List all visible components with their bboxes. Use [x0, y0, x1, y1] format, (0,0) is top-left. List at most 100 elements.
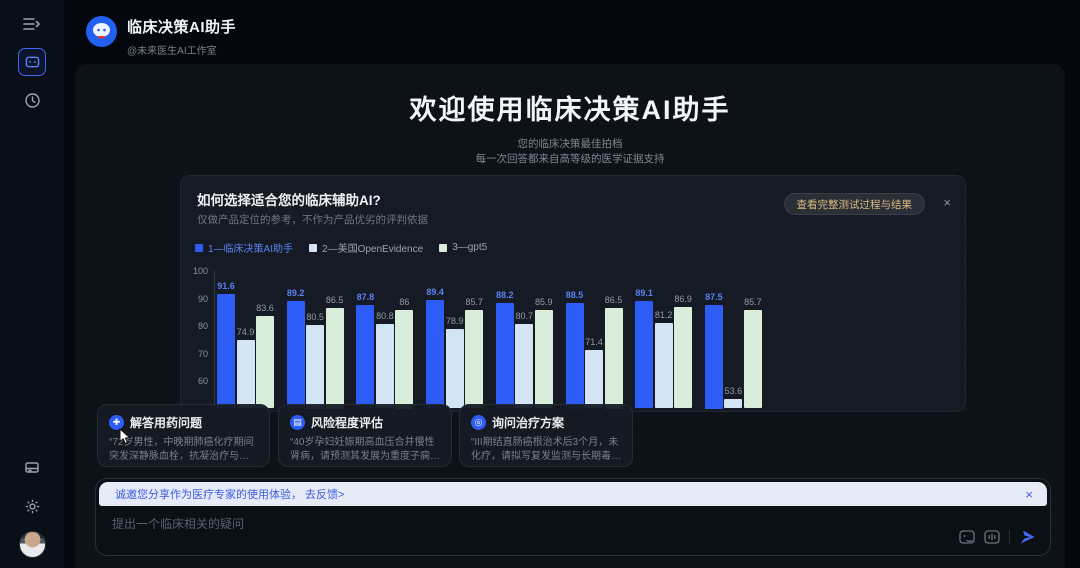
printer-icon[interactable]	[18, 453, 46, 481]
bar-value-label: 88.5	[565, 289, 584, 300]
suggestion-card-title: 风险程度评估	[311, 416, 384, 430]
view-full-results-button[interactable]: 查看完整测试过程与结果	[783, 193, 925, 215]
chart-legend: 1—临床决策AI助手 2—美国OpenEvidence 3—gpt5	[195, 240, 487, 255]
bar	[515, 324, 534, 409]
legend-item[interactable]: 3—gpt5	[439, 242, 487, 253]
bar-value-label: 71.4	[585, 336, 603, 347]
bar-value-label: 89.1	[635, 287, 653, 298]
suggestion-card-header: ▤ 风险程度评估	[290, 414, 440, 431]
toolbar-divider	[1009, 530, 1010, 544]
bar	[635, 300, 654, 409]
voice-input-icon[interactable]	[984, 530, 1000, 544]
bar-value-label: 89.2	[286, 287, 305, 298]
bar-value-label: 74.9	[236, 327, 255, 338]
feedback-banner: 诚邀您分享作为医疗专家的使用体验， 去反馈> ×	[99, 482, 1047, 506]
bar	[445, 329, 464, 409]
bar-value-label: 91.6	[217, 281, 235, 292]
send-button[interactable]	[1019, 529, 1036, 545]
bar	[236, 340, 255, 409]
bar	[306, 324, 325, 409]
bar	[356, 304, 375, 409]
bar-value-label: 83.6	[256, 303, 274, 314]
bar-value-label: 87.8	[356, 291, 375, 302]
sidebar	[0, 0, 64, 568]
history-icon[interactable]	[18, 86, 46, 114]
bar	[426, 300, 445, 409]
benchmark-card: 如何选择适合您的临床辅助AI? 仅做产品定位的参考，不作为产品优劣的评判依据 查…	[180, 175, 966, 412]
risk-icon: ▤	[290, 415, 305, 430]
bar	[654, 322, 673, 409]
treatment-icon: ◎	[471, 415, 486, 430]
suggestion-card-body: “III期结直肠癌根治术后3个月，未化疗，请拟写复发监测与长期毒性管...	[471, 437, 621, 462]
y-axis-tick-label: 60	[197, 376, 208, 386]
benchmark-title: 如何选择适合您的临床辅助AI?	[197, 193, 381, 208]
bar	[585, 349, 603, 409]
feedback-banner-close-icon[interactable]: ×	[1025, 486, 1033, 502]
collapse-menu-icon[interactable]	[18, 10, 46, 38]
legend-swatch	[195, 243, 203, 252]
legend-label: 1—临床决策AI助手	[208, 244, 294, 255]
sidebar-item-chat[interactable]	[18, 48, 46, 76]
bar-value-label: 86.5	[604, 295, 623, 306]
bar-value-label: 85.7	[465, 297, 483, 308]
bar	[256, 316, 274, 409]
app-title: 临床决策AI助手	[127, 19, 237, 36]
bar-value-label: 81.2	[654, 309, 673, 320]
bar	[465, 310, 484, 409]
suggestion-card[interactable]: ✚ 解答用药问题 “72岁男性，中晚期肺癌化疗期间突发深静脉血栓，抗凝治疗与化疗方.…	[97, 404, 270, 467]
app-header: 临床决策AI助手 @未来医生AI工作室	[86, 16, 236, 57]
image-upload-icon[interactable]	[959, 530, 975, 544]
bar	[495, 303, 514, 409]
bar-value-label: 53.6	[724, 385, 743, 396]
bar	[217, 294, 235, 409]
assistant-logo-icon	[86, 16, 117, 47]
y-axis-tick-label: 100	[192, 266, 208, 276]
y-axis-tick-label: 70	[197, 348, 208, 359]
user-avatar[interactable]	[18, 531, 46, 558]
suggestion-card[interactable]: ◎ 询问治疗方案 “III期结直肠癌根治术后3个月，未化疗，请拟写复发监测与长期毒性…	[459, 404, 633, 467]
legend-label: 3—gpt5	[452, 242, 488, 253]
bar-value-label: 87.5	[705, 292, 723, 303]
suggestion-card-body: “72岁男性，中晚期肺癌化疗期间突发深静脉血栓，抗凝治疗与化疗方...	[109, 437, 254, 462]
bar-value-label: 85.9	[535, 296, 553, 307]
bar-value-label: 89.4	[426, 287, 444, 298]
suggestion-card-body: “40岁孕妇妊娠期高血压合并慢性肾病，请预测其发展为重度子痫前期...	[290, 437, 440, 462]
legend-item[interactable]: 1—临床决策AI助手	[195, 240, 293, 255]
bar-value-label: 80.8	[376, 310, 394, 321]
bar	[743, 310, 762, 409]
bar-value-label: 78.9	[445, 316, 464, 327]
welcome-subtitle-2: 每一次回答都来自高等级的医学证据支持	[475, 153, 665, 165]
bar	[724, 398, 743, 409]
suggestion-card[interactable]: ▤ 风险程度评估 “40岁孕妇妊娠期高血压合并慢性肾病，请预测其发展为重度子痫前期.…	[278, 404, 452, 467]
bar-value-label: 80.7	[515, 311, 534, 322]
app-subtitle: @未来医生AI工作室	[127, 46, 217, 57]
bar	[375, 323, 394, 409]
bar	[704, 305, 723, 409]
bar-chart-plot: 91.6 74.9 83.6 89.2 80.5 86.5 87.8 80.8 86 89.4 78…	[217, 271, 957, 409]
legend-swatch	[439, 243, 448, 252]
y-axis-tick-label: 90	[197, 293, 208, 304]
main-panel: 欢迎使用临床决策AI助手 您的临床决策最佳拍档 每一次回答都来自高等级的医学证据…	[75, 64, 1065, 568]
suggestion-card-title: 解答用药问题	[130, 416, 203, 430]
bar	[534, 309, 553, 409]
y-axis-tick-label: 80	[197, 321, 208, 331]
chat-input[interactable]	[112, 513, 712, 535]
bar	[674, 307, 693, 409]
legend-swatch	[309, 243, 318, 252]
bar-value-label: 86	[399, 296, 410, 307]
bar-value-label: 86.9	[674, 294, 692, 305]
benchmark-close-icon[interactable]: ×	[943, 195, 951, 210]
composer: 诚邀您分享作为医疗专家的使用体验， 去反馈> ×	[95, 478, 1051, 556]
welcome-subtitle-1: 您的临床决策最佳拍档	[517, 138, 623, 150]
settings-gear-icon[interactable]	[18, 492, 46, 520]
legend-item[interactable]: 2—美国OpenEvidence	[309, 240, 423, 255]
bar	[565, 302, 584, 409]
chart-axis-line	[214, 271, 215, 411]
suggestion-card-title: 询问治疗方案	[492, 416, 565, 430]
bar-value-label: 88.2	[496, 290, 514, 301]
legend-label: 2—美国OpenEvidence	[322, 244, 424, 255]
benchmark-subtitle: 仅做产品定位的参考，不作为产品优劣的评判依据	[197, 214, 428, 226]
bar-value-label: 80.5	[306, 311, 324, 322]
bar-value-label: 86.5	[325, 295, 344, 306]
feedback-banner-link[interactable]: 诚邀您分享作为医疗专家的使用体验， 去反馈>	[115, 489, 345, 501]
